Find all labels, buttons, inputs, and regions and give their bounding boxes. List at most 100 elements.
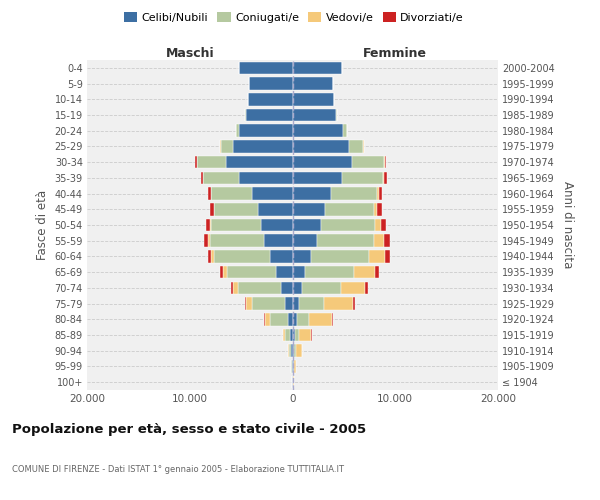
Bar (197, 156, 226, 168)
Bar (248, 93, 293, 106)
Bar (325, 298, 353, 310)
Bar (208, 188, 211, 200)
Bar (293, 62, 342, 74)
Bar (227, 266, 276, 278)
Bar (384, 156, 385, 168)
Bar (299, 328, 311, 342)
Bar (293, 93, 334, 106)
Bar (206, 218, 211, 232)
Bar (317, 234, 374, 247)
Bar (293, 313, 297, 326)
Bar (377, 203, 382, 215)
Bar (253, 298, 286, 310)
Bar (264, 234, 293, 247)
Bar (293, 328, 295, 342)
Bar (214, 250, 270, 262)
Bar (239, 62, 293, 74)
Bar (295, 328, 299, 342)
Bar (290, 328, 293, 342)
Bar (293, 78, 332, 90)
Bar (379, 188, 382, 200)
Bar (297, 313, 310, 326)
Bar (341, 282, 365, 294)
Bar (211, 203, 214, 215)
Bar (385, 250, 390, 262)
Bar (293, 140, 349, 152)
Bar (250, 78, 293, 90)
Bar (270, 250, 293, 262)
Bar (257, 203, 293, 215)
Bar (245, 108, 246, 122)
Bar (384, 172, 387, 184)
Bar (293, 298, 299, 310)
Bar (253, 188, 293, 200)
Bar (354, 266, 375, 278)
Y-axis label: Anni di nascita: Anni di nascita (562, 182, 574, 268)
Bar (321, 218, 375, 232)
Bar (365, 282, 368, 294)
Bar (221, 140, 233, 152)
Bar (343, 124, 347, 137)
Bar (276, 266, 293, 278)
Bar (239, 124, 293, 137)
Bar (296, 344, 302, 357)
Bar (368, 250, 385, 262)
Bar (283, 328, 286, 342)
Bar (335, 108, 337, 122)
Bar (293, 234, 317, 247)
Text: Popolazione per età, sesso e stato civile - 2005: Popolazione per età, sesso e stato civil… (12, 422, 366, 436)
Bar (384, 234, 390, 247)
Bar (236, 124, 239, 137)
Bar (293, 282, 302, 294)
Bar (292, 360, 293, 372)
Bar (293, 266, 305, 278)
Bar (302, 282, 341, 294)
Bar (291, 344, 293, 357)
Bar (233, 140, 293, 152)
Bar (289, 313, 293, 326)
Bar (293, 250, 311, 262)
Bar (374, 234, 384, 247)
Bar (349, 140, 364, 152)
Bar (294, 360, 296, 372)
Bar (377, 188, 379, 200)
Bar (211, 250, 214, 262)
Bar (211, 188, 253, 200)
Bar (293, 203, 325, 215)
Bar (375, 266, 379, 278)
Text: COMUNE DI FIRENZE - Dati ISTAT 1° gennaio 2005 - Elaborazione TUTTITALIA.IT: COMUNE DI FIRENZE - Dati ISTAT 1° gennai… (12, 466, 344, 474)
Bar (295, 344, 296, 357)
Bar (214, 203, 257, 215)
Bar (331, 188, 377, 200)
Bar (264, 313, 265, 326)
Bar (293, 360, 294, 372)
Bar (352, 156, 384, 168)
Bar (211, 234, 264, 247)
Bar (260, 218, 293, 232)
Bar (311, 250, 368, 262)
Y-axis label: Fasce di età: Fasce di età (36, 190, 49, 260)
Bar (325, 203, 374, 215)
Bar (238, 282, 281, 294)
Text: Femmine: Femmine (363, 47, 427, 60)
Bar (332, 313, 333, 326)
Bar (265, 313, 270, 326)
Bar (239, 172, 293, 184)
Bar (246, 298, 253, 310)
Bar (293, 344, 295, 357)
Bar (233, 282, 238, 294)
Bar (203, 234, 208, 247)
Bar (293, 172, 342, 184)
Bar (293, 124, 343, 137)
Bar (231, 282, 233, 294)
Bar (310, 313, 332, 326)
Bar (299, 298, 325, 310)
Bar (293, 108, 335, 122)
Bar (383, 172, 384, 184)
Bar (293, 156, 352, 168)
Bar (288, 344, 289, 357)
Bar (385, 156, 386, 168)
Bar (289, 344, 291, 357)
Bar (381, 218, 386, 232)
Bar (220, 266, 223, 278)
